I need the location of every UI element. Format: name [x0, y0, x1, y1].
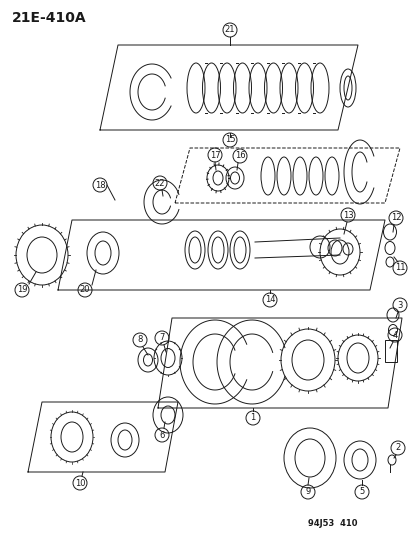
- Text: 11: 11: [394, 263, 404, 272]
- Text: 21: 21: [224, 26, 235, 35]
- Text: 1: 1: [250, 414, 255, 423]
- Text: 8: 8: [137, 335, 142, 344]
- Text: 19: 19: [17, 286, 27, 295]
- Text: 13: 13: [342, 211, 352, 220]
- Text: 4: 4: [392, 330, 396, 340]
- Text: 3: 3: [396, 301, 402, 310]
- Text: 9: 9: [305, 488, 310, 497]
- Text: 21E-410A: 21E-410A: [12, 11, 86, 25]
- Text: 10: 10: [75, 479, 85, 488]
- Text: 17: 17: [209, 150, 220, 159]
- Text: 7: 7: [159, 334, 164, 343]
- Text: 94J53  410: 94J53 410: [307, 520, 357, 529]
- Text: 14: 14: [264, 295, 275, 304]
- Text: 2: 2: [394, 443, 400, 453]
- Text: 20: 20: [80, 286, 90, 295]
- Text: 5: 5: [358, 488, 364, 497]
- Bar: [384, 340, 396, 362]
- Text: 18: 18: [95, 181, 105, 190]
- Text: 12: 12: [390, 214, 400, 222]
- Text: 15: 15: [224, 135, 235, 144]
- Text: 6: 6: [159, 431, 164, 440]
- Text: 22: 22: [154, 179, 165, 188]
- Text: 16: 16: [234, 151, 245, 160]
